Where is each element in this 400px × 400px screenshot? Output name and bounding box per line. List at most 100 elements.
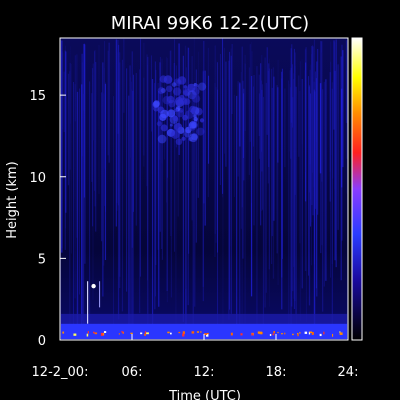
surface-hot-spot [240, 333, 243, 336]
cloud-echo [197, 82, 207, 91]
cloud-echo [169, 123, 173, 127]
surface-hot-spot [204, 333, 207, 335]
surface-hot-spot [62, 331, 65, 334]
x-axis-label: Time (UTC) [168, 389, 241, 400]
surface-hot-spot [299, 332, 301, 334]
chart-title: MIRAI 99K6 12-2(UTC) [111, 13, 309, 34]
surface-hot-spot [130, 332, 133, 335]
y-axis-ticks: 0 5 10 15 [29, 89, 66, 349]
cloud-echo [167, 109, 176, 118]
cloud-echo [191, 94, 201, 103]
cloud-echo [188, 121, 197, 129]
cloud-echo [174, 122, 183, 131]
surface-hot-spot [196, 331, 200, 333]
cloud-echo [193, 114, 197, 118]
surface-hot-spot [284, 332, 286, 335]
cloud-echo [174, 108, 179, 113]
surface-hot-spot [92, 331, 95, 334]
surface-hot-spot [73, 333, 77, 336]
surface-hot-spot [206, 332, 209, 335]
surface-hot-spot [269, 333, 272, 336]
cloud-echo [196, 127, 205, 136]
surface-hot-spot [292, 333, 294, 336]
surface-hot-spot [277, 331, 279, 334]
cloud-echo [157, 134, 167, 144]
surface-hot-spot [170, 332, 172, 335]
x-tick-label: 18: [266, 365, 287, 380]
cloud-echo [165, 85, 173, 93]
surface-hot-spot [146, 332, 149, 335]
surface-hot-spot [339, 331, 341, 334]
surface-hot-spot [331, 333, 334, 337]
cloud-echo [162, 95, 171, 105]
cloud-echo [166, 95, 175, 104]
surface-hot-spot [280, 333, 283, 335]
cloud-echo [183, 129, 192, 138]
cloud-echo [188, 137, 193, 142]
cloud-echo [172, 115, 179, 122]
surface-hot-spot [297, 333, 299, 337]
cloud-echo [160, 124, 168, 132]
y-tick-label: 0 [38, 334, 46, 349]
cloud-echo [199, 118, 205, 123]
cloud-echo [179, 97, 188, 106]
surface-hot-spot [121, 331, 124, 333]
cloud-echo [156, 121, 163, 127]
x-tick-label: 24: [338, 365, 359, 380]
x-tick-label: 06: [122, 365, 143, 380]
surface-hot-spot [323, 331, 325, 335]
cloud-echo [177, 76, 187, 85]
surface-hot-spot [87, 331, 89, 334]
surface-hot-spot [251, 333, 254, 336]
colorbar [351, 37, 363, 341]
surface-hot-spot [103, 331, 107, 333]
surface-hot-spot [309, 331, 313, 334]
cloud-echo [183, 85, 188, 89]
surface-hot-spot [144, 331, 147, 334]
cloud-echo [188, 133, 198, 143]
surface-hot-spot [311, 331, 314, 335]
cloud-echo [160, 109, 169, 119]
cloud-echo [153, 100, 160, 107]
surface-hot-spot [206, 333, 209, 337]
y-tick-label: 5 [38, 252, 46, 267]
x-tick-label: 12-2_00: [32, 365, 89, 380]
surface-hot-spot [102, 332, 105, 336]
cloud-echo [160, 87, 166, 94]
surface-hot-spot [191, 331, 195, 334]
y-axis-label: Height (km) [5, 161, 20, 238]
surface-hot-spot [86, 333, 89, 337]
cloud-echo [170, 130, 180, 139]
surface-hot-spot [272, 333, 275, 336]
surface-hot-spot [257, 331, 260, 334]
y-tick-label: 15 [29, 89, 46, 104]
cloud-echo [181, 136, 186, 141]
cloud-echo [182, 114, 189, 121]
cloud-echo [194, 83, 199, 88]
surface-hot-spot [304, 331, 308, 334]
surface-hot-spot [308, 331, 311, 335]
surface-hot-spot [259, 331, 263, 335]
surface-hot-spot [296, 332, 299, 335]
cloud-echo [157, 87, 165, 95]
surface-hot-spot [178, 331, 181, 334]
cloud-echo [193, 117, 198, 122]
surface-hot-spot [182, 333, 185, 337]
surface-hot-spot [122, 331, 124, 334]
x-axis-ticks: 12-2_00: 06: 12: 18: 24: [32, 334, 359, 380]
low-column-echo [91, 283, 96, 289]
surface-hot-spot [319, 333, 322, 337]
y-tick-label: 10 [29, 171, 46, 186]
surface-hot-spot [144, 333, 146, 336]
surface-hot-spot [339, 332, 343, 335]
cloud-echo [172, 87, 182, 96]
surface-hot-spot [118, 333, 120, 335]
cloud-echo [189, 105, 197, 113]
cloud-echo [171, 82, 177, 87]
cloud-echo [187, 90, 197, 100]
surface-echo-haze [61, 313, 347, 324]
surface-hot-spot [182, 331, 185, 335]
surface-hot-spot [100, 332, 104, 336]
cloud-echo [175, 138, 183, 146]
